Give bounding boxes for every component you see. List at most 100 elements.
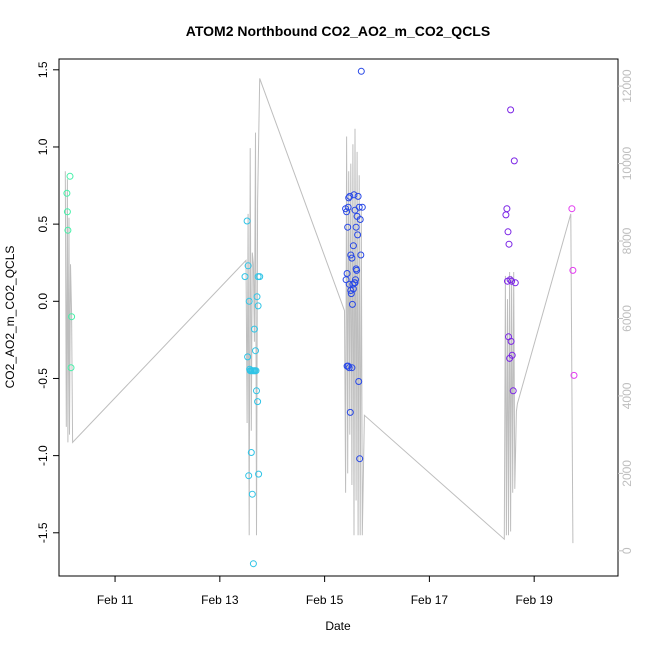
data-point [505, 333, 512, 341]
data-point [349, 242, 357, 250]
data-point [348, 300, 356, 308]
data-point [66, 172, 74, 180]
data-point [250, 325, 258, 333]
data-point [356, 455, 364, 463]
data-point [248, 490, 256, 498]
data-point [352, 276, 359, 284]
data-point [357, 251, 365, 259]
chart-title: ATOM2 Northbound CO2_AO2_m_CO2_QCLS [186, 23, 490, 39]
series-1 [241, 217, 264, 568]
data-point [504, 228, 512, 236]
data-point [247, 367, 255, 375]
data-point [353, 266, 361, 274]
x-tick-label: Feb 17 [411, 593, 449, 607]
data-point [344, 203, 352, 211]
y-tick-label: -0.5 [36, 368, 50, 389]
altitude-line [64, 78, 574, 544]
data-point [254, 273, 262, 281]
y-axis-label: CO2_AO2_m_CO2_QCLS [3, 246, 17, 389]
data-point [254, 398, 262, 406]
data-point [345, 364, 353, 372]
data-point [570, 371, 578, 379]
data-point [351, 279, 359, 287]
data-point [356, 216, 364, 223]
data-point [355, 203, 363, 211]
data-point [354, 192, 362, 200]
data-point [350, 191, 358, 199]
data-point [343, 208, 351, 216]
y-tick-label: 1.5 [36, 61, 50, 78]
data-point [508, 277, 516, 285]
data-point [507, 106, 515, 114]
data-point [354, 231, 362, 239]
data-point [249, 560, 257, 568]
data-point [504, 277, 511, 285]
data-point [505, 240, 513, 248]
data-point [348, 364, 356, 372]
data-point [358, 203, 366, 211]
plot-frame [58, 58, 619, 577]
altitude-line-layer [64, 78, 574, 544]
data-point [244, 262, 252, 270]
y-tick-label: 1.0 [36, 138, 50, 155]
data-point [569, 266, 577, 274]
y2-tick-label: 6000 [620, 305, 634, 332]
series-0 [63, 172, 76, 372]
data-point [355, 378, 363, 385]
x-axis-label: Date [325, 619, 351, 633]
data-point [346, 192, 354, 200]
y2-tick-label: 8000 [620, 227, 634, 254]
data-point [243, 217, 251, 225]
series-4 [568, 205, 578, 379]
y-tick-label: 0.5 [36, 215, 50, 232]
data-point [253, 387, 260, 395]
data-point [247, 449, 255, 456]
series-2 [342, 67, 366, 463]
data-point [68, 313, 76, 321]
data-point [352, 223, 360, 231]
y-tick-label: -1.0 [36, 445, 50, 466]
data-point [245, 297, 253, 305]
series-3 [502, 106, 519, 395]
data-point [254, 302, 262, 310]
data-point [509, 387, 517, 395]
data-point [67, 364, 75, 372]
data-point [503, 205, 511, 213]
data-points-layer [63, 67, 578, 568]
y2-tick-label: 10000 [620, 147, 634, 181]
data-point [344, 223, 352, 231]
axes-layer: Feb 11 Feb 13 Feb 15 Feb 17 Feb 19 1.5 1.0 0.5 0… [36, 61, 634, 607]
data-point [506, 354, 514, 362]
x-tick-label: Feb 13 [201, 593, 239, 607]
data-point [343, 362, 351, 370]
data-point [357, 67, 365, 75]
data-point [64, 226, 72, 234]
data-point [244, 353, 252, 361]
y2-tick-label: 2000 [620, 460, 634, 487]
data-point [347, 251, 355, 259]
data-point [255, 470, 263, 478]
x-tick-label: Feb 15 [306, 593, 344, 607]
data-point [253, 293, 261, 301]
y-tick-label: 0.0 [36, 293, 50, 310]
x-tick-label: Feb 11 [97, 593, 134, 607]
y2-tick-label: 0 [620, 547, 634, 554]
y-tick-label: -1.5 [36, 522, 50, 543]
data-point [345, 194, 353, 202]
y2-tick-label: 4000 [620, 382, 634, 409]
data-point [63, 208, 71, 216]
x-tick-label: Feb 19 [515, 593, 553, 607]
data-point [568, 205, 576, 213]
data-point [510, 157, 518, 165]
data-point [347, 287, 355, 294]
data-point [245, 472, 253, 480]
data-point [346, 408, 354, 416]
data-point [502, 211, 510, 219]
data-point [241, 273, 249, 281]
data-point [343, 270, 351, 277]
data-point [511, 279, 519, 287]
data-point [348, 254, 356, 262]
data-point [63, 189, 71, 197]
data-point [252, 347, 259, 355]
